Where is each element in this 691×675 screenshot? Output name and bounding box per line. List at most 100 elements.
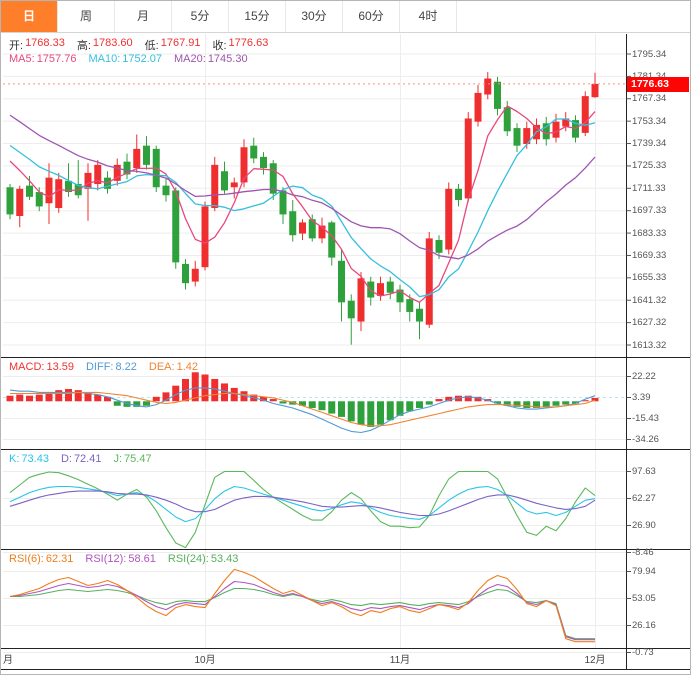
legend-label: 开: [9,40,24,52]
candle-42 [416,308,423,322]
candle-46 [455,188,462,201]
tab-4[interactable]: 15分 [229,1,286,32]
candle-41 [406,299,414,312]
ohlc-row-low: 低: 1767.91 [145,37,201,53]
tab-2[interactable]: 月 [115,1,172,32]
legend-label: MACD: [9,361,45,373]
legend-value: 1745.30 [207,53,248,65]
candle-47 [464,118,472,199]
candle-36 [357,278,365,322]
tab-7[interactable]: 4时 [400,1,457,32]
price-axis-label-12: 1627.32 [632,317,667,329]
candle-13 [133,148,141,169]
candle-12 [123,161,131,175]
candle-27 [269,163,277,194]
legend-value: 1757.76 [36,53,77,65]
candle-3 [35,192,43,207]
candle-11 [113,164,121,181]
legend-value: 13.59 [46,361,74,373]
ma-row-ma20: MA20: 1745.30 [174,53,248,65]
legend-label: 收: [212,40,227,52]
ohlc-row-close: 收: 1776.63 [212,37,268,53]
candle-35 [347,300,355,319]
legend-label: DIFF: [85,361,114,373]
candle-56 [552,121,560,138]
candle-14 [143,145,150,165]
macd-row-diff: DIFF: 8.22 [86,361,137,373]
legend-value: 1.42 [176,361,199,373]
price-axis-label-1: 1781.34 [632,71,666,82]
candle-29 [289,211,297,236]
candle-59 [581,96,589,133]
rsi-axis-label-1: 53.05 [632,593,656,604]
legend-label: K: [9,453,20,465]
tab-0[interactable]: 日 [1,1,58,32]
candle-1 [16,188,24,217]
rsi-axis-label-3: -0.73 [632,647,654,658]
ohlc-legend-row: 开: 1768.33 高: 1783.60 低: 1767.91 收: 1776.63 [9,37,268,53]
axis-corner-box [626,648,690,670]
x-axis-label-2: 11月 [389,655,411,666]
ohlc-row-open: 开: 1768.33 [9,37,65,53]
candle-44 [435,239,443,253]
tab-6[interactable]: 60分 [343,1,400,32]
candle-34 [338,260,345,303]
candle-16 [162,185,170,196]
candle-19 [191,268,199,282]
tab-1[interactable]: 周 [58,1,115,32]
rsi-legend-row: RSI(6): 62.31 RSI(12): 58.61 RSI(24): 53.43 [9,553,238,565]
rsi-axis-label-0: 79.94 [632,566,656,577]
x-axis-label-1: 10月 [194,655,216,666]
candle-2 [26,185,33,197]
legend-label: J: [113,453,123,465]
rsi-row-rsi12: RSI(12): 58.61 [85,553,156,565]
legend-label: MA10: [88,53,121,65]
candle-18 [182,263,189,284]
candle-22 [221,171,228,191]
legend-value: 58.61 [128,553,156,565]
candle-23 [230,182,238,188]
rsi-axis-label-2: 26.16 [632,620,656,631]
legend-label: RSI(24): [167,553,209,565]
candle-40 [396,289,404,303]
candle-53 [523,128,531,145]
legend-label: DEA: [148,361,175,373]
legend-value: 1776.63 [228,37,269,49]
macd-legend-row: MACD: 13.59 DIFF: 8.22 DEA: 1.42 [9,361,198,373]
price-axis-label-13: 1613.32 [632,339,667,351]
legend-label: RSI(6): [9,553,44,565]
tab-5[interactable]: 30分 [286,1,343,32]
candle-51 [503,107,511,132]
kdj-legend-row: K: 73.43 D: 72.41 J: 75.47 [9,453,152,465]
legend-label: 低: [144,40,159,52]
legend-value: 1783.60 [92,37,133,49]
legend-value: 1768.33 [25,37,65,49]
macd-axis-label-3: -34.26 [632,434,659,445]
legend-value: 1767.91 [160,37,201,49]
candle-37 [367,281,375,298]
candle-49 [484,78,492,95]
tab-3[interactable]: 5分 [172,1,229,32]
kdj-axis-label-2: 26.90 [632,520,656,531]
kdj-row-d: D: 72.41 [61,453,102,465]
macd-axis-label-2: -15.43 [632,412,659,424]
candle-50 [494,81,501,109]
candle-57 [562,118,570,127]
price-axis-label-3: 1753.34 [632,115,667,127]
price-axis-label-10: 1655.33 [632,272,667,284]
price-axis-label-5: 1725.33 [632,160,667,172]
legend-label: RSI(12): [85,553,127,565]
macd-axis-label-1: 3.39 [632,392,651,403]
price-axis-label-4: 1739.34 [632,138,667,150]
legend-value: 53.43 [210,553,239,565]
candle-26 [260,156,267,169]
rsi-row-rsi6: RSI(6): 62.31 [9,553,73,565]
candle-38 [377,283,384,296]
candle-30 [299,222,306,234]
candle-20 [201,206,209,268]
legend-value: 73.43 [21,453,49,465]
timeframe-tabbar: 日周月 5分 15分 30分 60分 4时 [1,1,690,33]
macd-axis-label-0: 22.22 [632,371,656,382]
